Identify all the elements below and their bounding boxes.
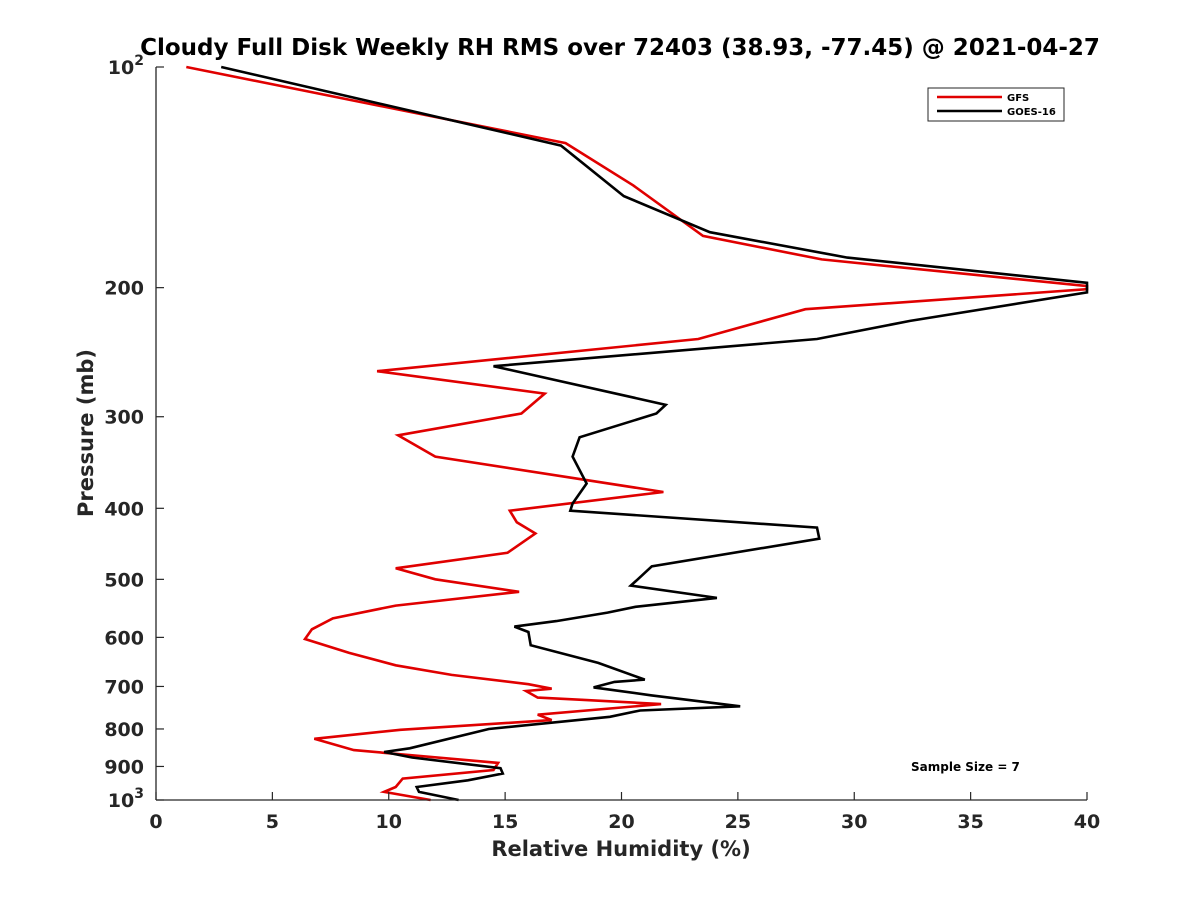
- series-line-gfs: [186, 65, 1089, 802]
- x-tick-label: 40: [1074, 811, 1100, 833]
- y-tick-label: 800: [104, 719, 144, 741]
- x-tick-label: 25: [725, 811, 751, 833]
- x-axis-ticks: 0 5 10 15 20 25 30 35 40: [149, 792, 1100, 833]
- y-axis-ticks: 102 200 300 400 500 600 700 800 900 103: [104, 53, 164, 812]
- y-tick-label: 700: [104, 676, 144, 698]
- y-tick-label: 600: [104, 627, 144, 649]
- x-tick-label: 30: [841, 811, 867, 833]
- legend: GFS GOES-16: [927, 87, 1065, 122]
- x-tick-label: 20: [608, 811, 634, 833]
- plot-area: [156, 67, 1087, 800]
- x-tick-label: 5: [266, 811, 279, 833]
- series-line-goes-16: [220, 65, 1089, 802]
- y-axis-label: Pressure (mb): [74, 349, 98, 517]
- legend-label-gfs: GFS: [1007, 93, 1029, 104]
- y-tick-label: 500: [104, 569, 144, 591]
- legend-box: [927, 87, 1065, 122]
- y-tick-label: 200: [104, 278, 144, 300]
- x-tick-label: 10: [376, 811, 402, 833]
- x-tick-label: 0: [149, 811, 162, 833]
- y-tick-label: 900: [104, 756, 144, 778]
- legend-label-goes-16: GOES-16: [1007, 107, 1056, 118]
- x-tick-label: 35: [957, 811, 983, 833]
- y-tick-label: 102: [108, 53, 144, 79]
- x-axis-label: Relative Humidity (%): [491, 837, 750, 861]
- y-tick-label: 300: [104, 407, 144, 429]
- chart-title: Cloudy Full Disk Weekly RH RMS over 7240…: [140, 35, 1100, 61]
- sample-size-annotation: Sample Size = 7: [911, 760, 1020, 774]
- x-tick-label: 15: [492, 811, 518, 833]
- y-tick-label: 400: [104, 498, 144, 520]
- y-tick-label: 103: [108, 786, 144, 812]
- series-layer: [186, 65, 1089, 802]
